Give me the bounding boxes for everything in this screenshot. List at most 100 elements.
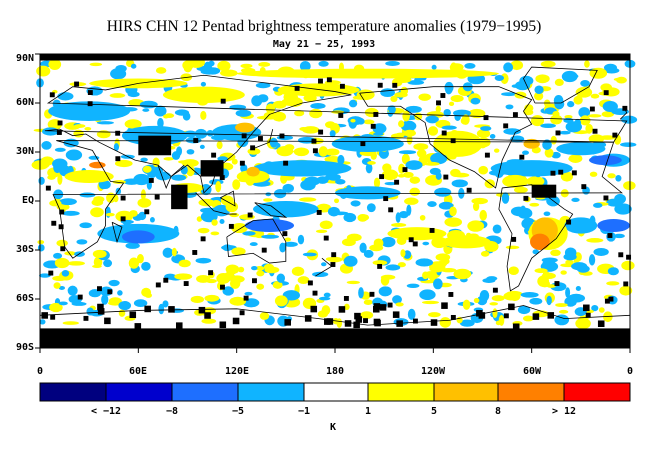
anomaly-cell bbox=[402, 171, 414, 178]
anomaly-cell bbox=[505, 245, 520, 250]
anomaly-cell bbox=[448, 101, 455, 106]
anomaly-cell bbox=[565, 73, 579, 79]
colorbar-bin-6 bbox=[368, 383, 434, 401]
anomaly-cell bbox=[372, 260, 388, 266]
anomaly-cell bbox=[470, 97, 481, 105]
missing-data-cell bbox=[120, 216, 126, 222]
missing-data-cell bbox=[318, 129, 324, 135]
anomaly-cell bbox=[359, 242, 367, 254]
missing-data-cell bbox=[294, 85, 300, 91]
anomaly-cell bbox=[86, 307, 94, 316]
anomaly-cell bbox=[422, 241, 430, 246]
anomaly-cell bbox=[471, 197, 488, 205]
missing-data-cell bbox=[550, 170, 556, 176]
missing-data-cell bbox=[360, 141, 366, 147]
missing-data-cell bbox=[363, 318, 368, 324]
anomaly-cell bbox=[450, 168, 461, 177]
anomaly-cell bbox=[310, 102, 326, 109]
anomaly-cell bbox=[163, 114, 169, 119]
anomaly-cell bbox=[601, 111, 615, 118]
anomaly-cell bbox=[388, 105, 396, 114]
anomaly-cell bbox=[554, 78, 564, 87]
anomaly-cell bbox=[510, 60, 524, 71]
missing-data-block bbox=[200, 160, 224, 177]
missing-data-cell bbox=[466, 187, 472, 193]
colorbar-label-6: 5 bbox=[430, 406, 438, 417]
anomaly-cell bbox=[419, 289, 436, 301]
anomaly-cell bbox=[91, 199, 104, 206]
missing-data-cell bbox=[87, 101, 93, 107]
anomaly-cell bbox=[372, 123, 387, 134]
anomaly-cell bbox=[240, 164, 248, 173]
anomaly-cell bbox=[544, 148, 554, 158]
anomaly-cell bbox=[360, 311, 374, 320]
anomaly-cell bbox=[323, 292, 331, 298]
anomaly-cell bbox=[138, 211, 147, 221]
missing-data-cell bbox=[589, 106, 595, 112]
anomaly-region bbox=[244, 218, 295, 233]
anomaly-cell bbox=[391, 223, 407, 227]
anomaly-cell bbox=[54, 257, 70, 269]
anomaly-cell bbox=[201, 318, 217, 324]
anomaly-cell bbox=[199, 144, 205, 150]
anomaly-cell bbox=[64, 251, 77, 256]
anomaly-cell bbox=[480, 126, 492, 131]
anomaly-cell bbox=[205, 279, 217, 284]
anomaly-cell bbox=[196, 216, 203, 222]
missing-data-cell bbox=[310, 305, 318, 313]
anomaly-cell bbox=[217, 156, 228, 162]
anomaly-cell bbox=[133, 299, 148, 307]
anomaly-region bbox=[335, 186, 401, 200]
coastline bbox=[157, 164, 185, 190]
missing-data-cell bbox=[51, 220, 57, 226]
anomaly-cell bbox=[162, 300, 169, 308]
anomaly-cell bbox=[613, 233, 625, 239]
anomaly-cell bbox=[109, 93, 126, 98]
anomaly-cell bbox=[513, 186, 528, 194]
anomaly-cell bbox=[550, 282, 567, 292]
coastline bbox=[619, 106, 628, 120]
anomaly-cell bbox=[261, 234, 280, 239]
anomaly-cell bbox=[590, 93, 600, 99]
missing-data-cell bbox=[379, 174, 385, 180]
anomaly-cell bbox=[413, 143, 429, 151]
anomaly-cell bbox=[365, 163, 373, 174]
missing-data-cell bbox=[369, 291, 375, 297]
missing-data-cell bbox=[388, 207, 394, 213]
anomaly-cell bbox=[444, 81, 454, 94]
anomaly-cell bbox=[158, 303, 165, 315]
anomaly-cell bbox=[510, 206, 527, 217]
anomaly-cell bbox=[373, 177, 381, 189]
anomaly-cell bbox=[147, 171, 157, 179]
anomaly-cell bbox=[336, 318, 343, 328]
anomaly-cell bbox=[537, 275, 550, 287]
anomaly-cell bbox=[305, 97, 317, 101]
anomaly-cell bbox=[88, 289, 102, 298]
anomaly-cell bbox=[206, 129, 214, 137]
missing-data-cell bbox=[353, 321, 360, 329]
missing-data-cell bbox=[503, 313, 509, 319]
anomaly-cell bbox=[444, 217, 463, 227]
missing-data-cell bbox=[512, 112, 518, 118]
anomaly-cell bbox=[421, 300, 440, 305]
anomaly-cell bbox=[578, 107, 591, 118]
anomaly-cell bbox=[231, 247, 246, 256]
anomaly-cell bbox=[489, 302, 499, 306]
missing-data-cell bbox=[115, 156, 121, 162]
anomaly-cell bbox=[506, 290, 523, 297]
missing-data-cell bbox=[107, 289, 113, 295]
anomaly-cell bbox=[540, 60, 556, 68]
coastline bbox=[252, 129, 274, 150]
missing-data-cell bbox=[284, 319, 291, 326]
anomaly-cell bbox=[533, 91, 544, 101]
coastline bbox=[315, 257, 333, 277]
anomaly-cell bbox=[282, 183, 294, 193]
anomaly-cell bbox=[451, 179, 468, 188]
anomaly-cell bbox=[433, 278, 443, 290]
missing-data-cell bbox=[338, 306, 346, 313]
missing-data-cell bbox=[330, 262, 336, 267]
anomaly-cell bbox=[564, 247, 577, 258]
anomaly-cell bbox=[178, 160, 190, 164]
anomaly-cell bbox=[571, 197, 580, 203]
anomaly-cell bbox=[257, 94, 269, 103]
